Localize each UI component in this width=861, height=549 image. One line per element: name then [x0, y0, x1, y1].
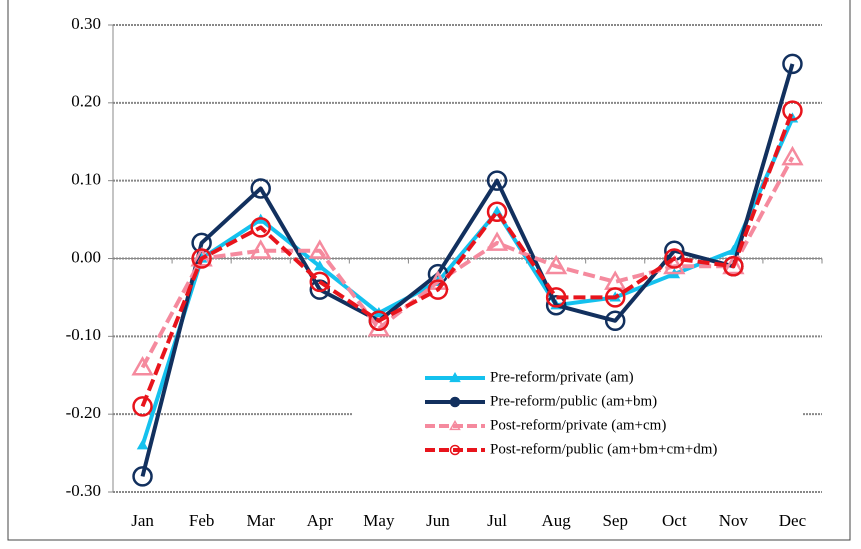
marker [309, 279, 331, 300]
marker [427, 279, 449, 300]
marker [449, 371, 461, 383]
y-tick-label: 0.00 [71, 247, 101, 266]
marker [545, 287, 567, 308]
marker [544, 254, 568, 275]
marker [486, 170, 508, 191]
marker [191, 248, 212, 269]
legend-label: Pre-reform/private (am) [490, 369, 634, 385]
marker [313, 260, 326, 271]
marker [368, 310, 390, 332]
x-tick-label: Dec [779, 511, 807, 530]
legend-label: Post-reform/public (am+bm+cm+dm) [490, 441, 717, 457]
x-tick-label: Nov [719, 511, 749, 530]
x-tick-label: Apr [307, 511, 334, 530]
marker [604, 287, 626, 308]
marker [485, 231, 509, 251]
x-tick-label: Oct [662, 511, 687, 530]
marker [722, 254, 745, 275]
x-tick-label: Sep [602, 511, 628, 530]
marker [132, 396, 153, 417]
y-tick-label: -0.20 [66, 403, 101, 422]
marker [309, 271, 331, 293]
marker [781, 145, 804, 166]
marker [604, 310, 626, 332]
legend-label: Post-reform/private (am+cm) [490, 417, 666, 433]
marker [308, 239, 331, 259]
marker [486, 201, 508, 223]
marker [782, 53, 803, 75]
x-tick-label: Aug [541, 511, 571, 530]
marker [250, 217, 271, 238]
marker [132, 466, 153, 487]
x-tick-label: Mar [247, 511, 276, 530]
marker [249, 239, 272, 259]
marker [782, 100, 803, 121]
marker [664, 248, 685, 269]
legend-label: Pre-reform/public (am+bm) [490, 393, 657, 409]
x-tick-label: Feb [189, 511, 215, 530]
marker [723, 256, 744, 277]
x-tick-label: May [363, 511, 395, 530]
marker [136, 439, 149, 450]
marker [250, 178, 271, 199]
y-tick-label: 0.30 [71, 14, 101, 33]
x-tick-label: Jul [487, 511, 507, 530]
x-tick-label: Jun [426, 511, 450, 530]
y-tick-label: -0.10 [66, 325, 101, 344]
x-tick-label: Jan [131, 511, 154, 530]
y-tick-label: 0.10 [71, 170, 101, 189]
marker [449, 419, 461, 431]
y-tick-label: 0.20 [71, 92, 101, 111]
y-tick-label: -0.30 [66, 481, 101, 500]
marker [545, 294, 567, 316]
marker [131, 355, 154, 376]
series-line [140, 156, 795, 369]
marker [449, 396, 461, 408]
marker [449, 444, 461, 456]
legend: Pre-reform/private (am) Pre-reform/public… [352, 365, 802, 468]
